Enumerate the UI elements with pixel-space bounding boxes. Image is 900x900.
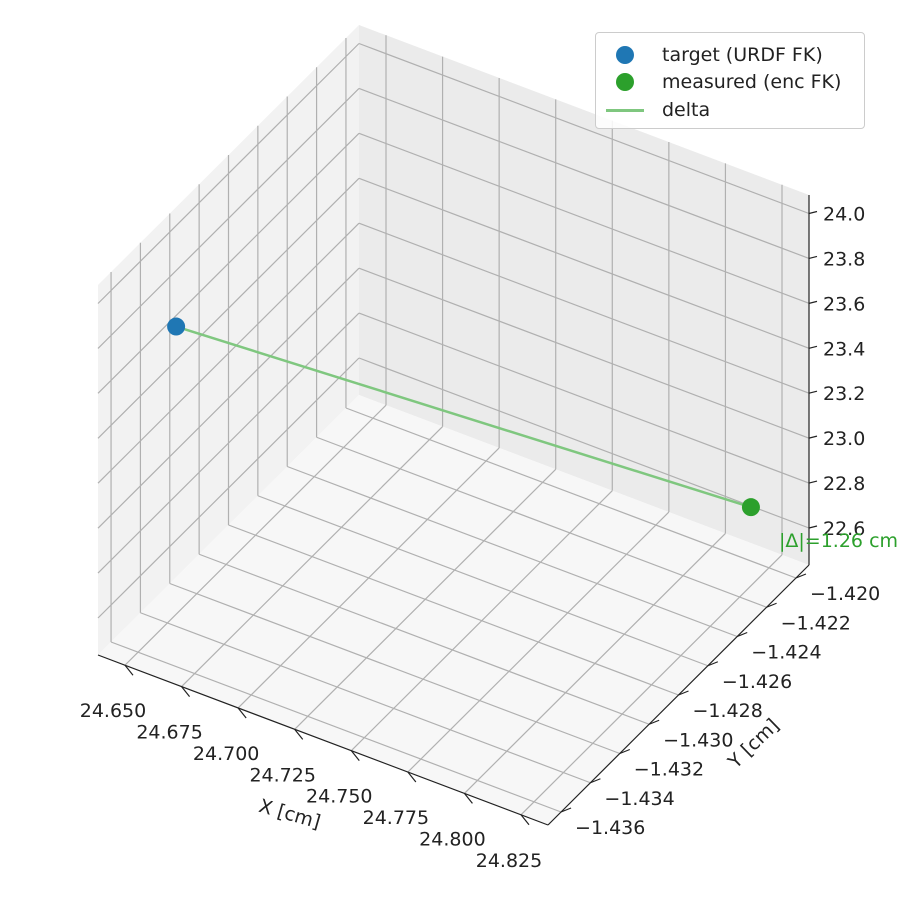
legend-item-target: target (URDF FK): [596, 42, 864, 68]
target-point: [167, 317, 186, 336]
delta-annotation: |Δ|=1.26 cm: [779, 530, 898, 552]
z-tick-mark: [808, 435, 818, 439]
grid-y-floor: [345, 407, 797, 579]
legend-label-measured: measured (enc FK): [662, 71, 842, 93]
legend-marker-delta: [606, 109, 644, 112]
grid-z-left: [97, 267, 360, 529]
z-tick-label: 22.6: [823, 518, 865, 540]
x-tick-mark: [350, 750, 360, 762]
y-tick-label: −1.426: [722, 671, 792, 693]
grid-z-left: [97, 357, 360, 619]
y-tick-mark: [560, 807, 572, 813]
x-tick-mark: [520, 814, 530, 826]
x-tick-mark: [237, 707, 247, 719]
y-tick-mark: [678, 690, 689, 696]
y-tick-mark: [707, 661, 719, 667]
grid-z-left: [97, 222, 360, 484]
x-tick-label: 24.700: [193, 743, 259, 765]
legend: target (URDF FK) measured (enc FK) delta: [595, 32, 865, 129]
grid-y-floor: [287, 465, 738, 638]
x-tick-label: 24.725: [249, 764, 315, 786]
z-tick-mark: [808, 480, 818, 484]
y-tick-label: −1.428: [693, 700, 763, 722]
legend-marker-target: [616, 46, 634, 64]
legend-label-target: target (URDF FK): [662, 44, 823, 66]
x-tick-label: 24.825: [476, 850, 542, 872]
y-tick-mark: [590, 778, 601, 784]
back-pane: [359, 25, 809, 565]
y-axis-ticks: −1.436 −1.434 −1.432 −1.430 −1.428 −1.426 −1.4…: [560, 573, 880, 839]
y-tick-label: −1.430: [663, 729, 733, 751]
x-tick-mark: [124, 664, 134, 676]
grid-y-floor: [198, 553, 650, 725]
grid-z-left: [97, 132, 360, 394]
grid-z-left: [97, 312, 360, 574]
grid-lines: [97, 35, 810, 816]
x-axis-ticks: 24.65024.67524.70024.72524.75024.77524.8…: [80, 664, 542, 872]
grid-z-back: [358, 312, 810, 484]
y-tick-label: −1.422: [781, 612, 851, 634]
x-tick-mark: [181, 686, 191, 697]
z-tick-mark: [808, 525, 818, 529]
x-tick-label: 24.800: [419, 828, 485, 850]
x-tick-mark: [294, 728, 304, 740]
grid-z-back: [358, 222, 810, 394]
grid-z-left: [97, 88, 360, 349]
grid-z-left: [97, 177, 360, 439]
x-tick-label: 24.675: [136, 722, 202, 744]
x-axis-line: [97, 654, 549, 826]
y-tick-mark: [766, 602, 777, 608]
z-tick-label: 22.8: [823, 473, 865, 495]
x-tick-mark: [407, 771, 417, 783]
grid-z-left: [97, 43, 360, 304]
measured-point: [741, 498, 760, 517]
y-tick-label: −1.432: [634, 759, 704, 781]
x-tick-mark: [463, 793, 473, 804]
z-tick-label: 23.6: [823, 293, 865, 315]
z-tick-mark: [808, 255, 818, 260]
grid-y-floor: [257, 495, 709, 667]
y-tick-label: −1.434: [604, 788, 674, 810]
grid-y-floor: [110, 641, 562, 813]
grid-z-back: [358, 357, 810, 529]
z-axis-ticks: 22.6 22.8 23.0 23.2 23.4 23.6 23.8 24.0: [808, 204, 865, 540]
data-layer: [167, 317, 760, 517]
grid-y-floor: [140, 612, 591, 784]
y-tick-mark: [648, 719, 660, 725]
legend-item-measured: measured (enc FK): [596, 69, 864, 95]
y-tick-mark: [619, 748, 630, 755]
z-tick-mark: [808, 210, 818, 215]
z-tick-mark: [808, 300, 818, 304]
grid-y-floor: [169, 582, 620, 755]
y-tick-label: −1.424: [751, 642, 821, 664]
x-tick-label: 24.775: [363, 807, 429, 829]
z-tick-label: 24.0: [823, 204, 865, 226]
z-tick-label: 23.8: [823, 248, 865, 270]
grid-z-back: [358, 87, 810, 259]
x-tick-label: 24.750: [306, 786, 372, 808]
legend-marker-measured: [616, 73, 634, 91]
y-tick-label: −1.436: [575, 817, 645, 839]
y-tick-label: −1.420: [810, 583, 880, 605]
grid-y-floor: [316, 436, 767, 608]
x-tick-label: 24.650: [80, 700, 146, 722]
grid-z-back: [358, 177, 810, 349]
z-tick-mark: [808, 390, 818, 394]
z-tick-mark: [808, 345, 818, 349]
grid-z-back: [358, 267, 810, 439]
y-tick-mark: [795, 573, 807, 579]
grid-z-back: [358, 132, 810, 304]
z-tick-label: 23.2: [823, 383, 865, 405]
grid-z-back: [358, 42, 810, 215]
legend-label-delta: delta: [662, 99, 711, 121]
grid-y-floor: [228, 524, 679, 696]
z-tick-label: 23.0: [823, 428, 865, 450]
y-tick-mark: [737, 631, 748, 638]
delta-line: [175, 325, 752, 509]
z-tick-label: 23.4: [823, 338, 865, 360]
legend-item-delta: delta: [596, 97, 864, 123]
